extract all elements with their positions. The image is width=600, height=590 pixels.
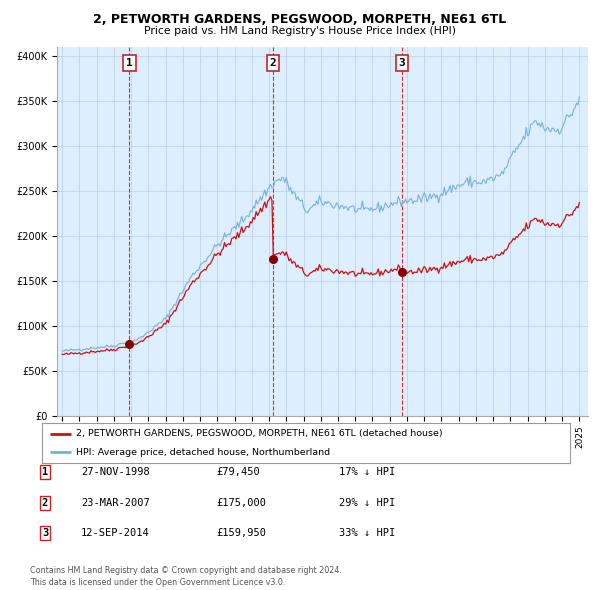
- Text: £175,000: £175,000: [216, 498, 266, 507]
- Text: Contains HM Land Registry data © Crown copyright and database right 2024.
This d: Contains HM Land Registry data © Crown c…: [30, 566, 342, 587]
- Text: HPI: Average price, detached house, Northumberland: HPI: Average price, detached house, Nort…: [76, 448, 331, 457]
- Text: 17% ↓ HPI: 17% ↓ HPI: [339, 467, 395, 477]
- Text: 33% ↓ HPI: 33% ↓ HPI: [339, 529, 395, 538]
- Text: 3: 3: [398, 58, 406, 68]
- Text: Price paid vs. HM Land Registry's House Price Index (HPI): Price paid vs. HM Land Registry's House …: [144, 26, 456, 36]
- Text: 1: 1: [42, 467, 48, 477]
- Text: 1: 1: [126, 58, 133, 68]
- Text: 27-NOV-1998: 27-NOV-1998: [81, 467, 150, 477]
- Text: 2, PETWORTH GARDENS, PEGSWOOD, MORPETH, NE61 6TL (detached house): 2, PETWORTH GARDENS, PEGSWOOD, MORPETH, …: [76, 430, 443, 438]
- Text: £159,950: £159,950: [216, 529, 266, 538]
- Text: 29% ↓ HPI: 29% ↓ HPI: [339, 498, 395, 507]
- Text: 12-SEP-2014: 12-SEP-2014: [81, 529, 150, 538]
- Text: 2: 2: [269, 58, 276, 68]
- Text: 23-MAR-2007: 23-MAR-2007: [81, 498, 150, 507]
- Text: £79,450: £79,450: [216, 467, 260, 477]
- Text: 3: 3: [42, 529, 48, 538]
- Text: 2: 2: [42, 498, 48, 507]
- Text: 2, PETWORTH GARDENS, PEGSWOOD, MORPETH, NE61 6TL: 2, PETWORTH GARDENS, PEGSWOOD, MORPETH, …: [94, 13, 506, 26]
